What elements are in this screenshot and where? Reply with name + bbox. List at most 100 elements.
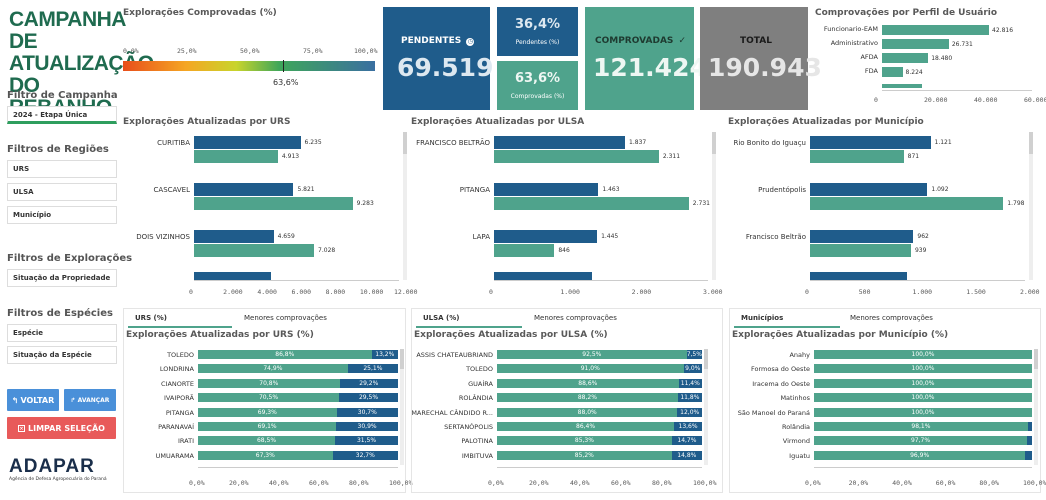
pct-bar-blue[interactable]: 29,2% bbox=[339, 378, 398, 388]
pct-bar-green[interactable]: 69,3% bbox=[198, 407, 337, 417]
pct-bar-blue[interactable]: 30,7% bbox=[336, 407, 398, 417]
bar-series-b[interactable] bbox=[194, 244, 315, 257]
pct-bar-green[interactable]: 100,0% bbox=[814, 364, 1032, 374]
scrollbar-track[interactable] bbox=[403, 132, 407, 280]
bar-series-b[interactable] bbox=[494, 244, 555, 257]
bar-series-a[interactable] bbox=[494, 136, 626, 149]
pct-bar-blue[interactable]: 29,5% bbox=[339, 393, 398, 403]
pct-bar-green[interactable]: 96,9% bbox=[814, 450, 1026, 460]
pct-bar-blue[interactable]: 31,5% bbox=[335, 436, 398, 446]
pct-bar-green[interactable]: 100,0% bbox=[814, 407, 1032, 417]
pct-bar-blue[interactable] bbox=[1026, 436, 1032, 446]
scrollbar-thumb[interactable] bbox=[1029, 132, 1033, 154]
bar-series-a[interactable] bbox=[494, 230, 598, 243]
pct-bar-blue[interactable]: 11,8% bbox=[677, 393, 702, 403]
ulsa-filter[interactable]: ULSA bbox=[7, 183, 117, 201]
scrollbar-track[interactable] bbox=[1034, 349, 1038, 465]
pct-bar-blue[interactable]: 7,5% bbox=[686, 350, 702, 359]
pct-bar-green[interactable]: 88,6% bbox=[497, 378, 679, 388]
situacao-propriedade-filter[interactable]: Situação da Propriedade bbox=[7, 269, 117, 287]
pendentes-value: 69.519 bbox=[397, 53, 494, 82]
bar-series-a[interactable] bbox=[194, 183, 294, 196]
pct-bar-green[interactable]: 91,0% bbox=[497, 364, 684, 374]
pct-bar-green[interactable]: 100,0% bbox=[814, 378, 1032, 388]
pct-bar-green[interactable]: 85,2% bbox=[497, 450, 672, 460]
scrollbar-thumb[interactable] bbox=[1034, 349, 1038, 369]
pct-bar-green[interactable]: 68,5% bbox=[198, 436, 335, 446]
pct-bar-green[interactable]: 100,0% bbox=[814, 350, 1032, 359]
bar-series-a[interactable] bbox=[494, 272, 593, 280]
bar-series-a[interactable] bbox=[810, 183, 928, 196]
bar-series-b[interactable] bbox=[194, 150, 278, 163]
scrollbar-thumb[interactable] bbox=[712, 132, 716, 154]
bar-series-b[interactable] bbox=[494, 197, 689, 210]
pct-bar-green[interactable]: 70,5% bbox=[198, 393, 339, 403]
pct-bar-blue[interactable]: 30,9% bbox=[336, 422, 398, 431]
x-axis bbox=[497, 467, 702, 468]
bar-series-b[interactable] bbox=[810, 150, 904, 163]
pct-bar-blue[interactable]: 9,0% bbox=[683, 364, 702, 374]
pct-bar-green[interactable]: 97,7% bbox=[814, 436, 1027, 446]
pct-bar-green[interactable]: 69,1% bbox=[198, 422, 337, 431]
pct-bar-blue[interactable]: 13,6% bbox=[674, 422, 702, 431]
perfil-bar[interactable] bbox=[882, 39, 949, 49]
tab-mun-menores[interactable]: Menores comprovações bbox=[850, 314, 933, 322]
scrollbar-thumb[interactable] bbox=[704, 349, 708, 369]
bar-series-a[interactable] bbox=[810, 272, 907, 280]
scrollbar-track[interactable] bbox=[712, 132, 716, 280]
situacao-especie-filter[interactable]: Situação da Espécie bbox=[7, 346, 117, 364]
pct-bar-green[interactable]: 98,1% bbox=[814, 422, 1028, 431]
tab-urs-pct[interactable]: URS (%) bbox=[135, 314, 167, 322]
perfil-bar[interactable] bbox=[882, 53, 929, 63]
bar-series-a[interactable] bbox=[810, 230, 914, 243]
bar-series-a[interactable] bbox=[810, 136, 931, 149]
bar-series-b[interactable] bbox=[194, 197, 353, 210]
limpar-selecao-button[interactable]: × LIMPAR SELEÇÃO bbox=[7, 417, 116, 439]
especie-filter[interactable]: Espécie bbox=[7, 324, 117, 342]
bar-series-a[interactable] bbox=[194, 272, 271, 280]
avancar-button[interactable]: ↱ AVANÇAR bbox=[64, 389, 116, 411]
pct-bar-blue[interactable]: 25,1% bbox=[347, 364, 398, 374]
municipio-filter[interactable]: Município bbox=[7, 206, 117, 224]
pct-bar-green[interactable]: 74,9% bbox=[198, 364, 348, 374]
voltar-button[interactable]: ↰ VOLTAR bbox=[7, 389, 59, 411]
urs-filter[interactable]: URS bbox=[7, 160, 117, 178]
pct-bar-blue[interactable]: 11,4% bbox=[678, 378, 702, 388]
pct-bar-blue[interactable]: 32,7% bbox=[332, 450, 398, 460]
pct-bar-green[interactable]: 67,3% bbox=[198, 450, 333, 460]
scrollbar-track[interactable] bbox=[400, 349, 404, 465]
pct-bar-green[interactable]: 100,0% bbox=[814, 393, 1032, 403]
bar-series-a[interactable] bbox=[194, 136, 301, 149]
pct-bar-blue[interactable]: 14,7% bbox=[671, 436, 702, 446]
tab-ulsa-menores[interactable]: Menores comprovações bbox=[534, 314, 617, 322]
tab-urs-menores[interactable]: Menores comprovações bbox=[244, 314, 327, 322]
bar-series-b[interactable] bbox=[810, 244, 911, 257]
x-tick: 20,0% bbox=[229, 479, 249, 487]
bar-series-a[interactable] bbox=[494, 183, 599, 196]
bar-series-b[interactable] bbox=[494, 150, 659, 163]
tab-ulsa-pct[interactable]: ULSA (%) bbox=[423, 314, 460, 322]
campanha-select[interactable]: 2024 - Etapa Única bbox=[7, 106, 117, 124]
pct-bar-green[interactable]: 86,4% bbox=[497, 422, 675, 431]
pct-bar-green[interactable]: 86,8% bbox=[198, 350, 372, 359]
pct-bar-blue[interactable]: 14,8% bbox=[671, 450, 702, 460]
pct-bar-green[interactable]: 92,5% bbox=[497, 350, 687, 359]
pct-bar-green[interactable]: 88,2% bbox=[497, 393, 678, 403]
perfil-bar[interactable] bbox=[882, 25, 990, 35]
pct-bar-blue[interactable]: 12,0% bbox=[677, 407, 702, 417]
pct-bar-blue[interactable] bbox=[1027, 422, 1032, 431]
pct-bar-blue[interactable] bbox=[1025, 450, 1032, 460]
scrollbar-thumb[interactable] bbox=[400, 349, 404, 369]
bar-series-a[interactable] bbox=[194, 230, 274, 243]
scrollbar-track[interactable] bbox=[704, 349, 708, 465]
scrollbar-thumb[interactable] bbox=[403, 132, 407, 154]
pct-bar-green[interactable]: 70,8% bbox=[198, 378, 340, 388]
pct-bar-blue[interactable]: 13,2% bbox=[371, 350, 398, 359]
pct-bar-green[interactable]: 88,0% bbox=[497, 407, 678, 417]
pct-bar-green[interactable]: 85,3% bbox=[497, 436, 672, 446]
perfil-bar[interactable] bbox=[882, 67, 903, 77]
tab-municipios[interactable]: Municípios bbox=[741, 314, 784, 322]
scrollbar-track[interactable] bbox=[1029, 132, 1033, 280]
bar-series-b[interactable] bbox=[810, 197, 1004, 210]
perfil-bar[interactable] bbox=[882, 84, 922, 88]
